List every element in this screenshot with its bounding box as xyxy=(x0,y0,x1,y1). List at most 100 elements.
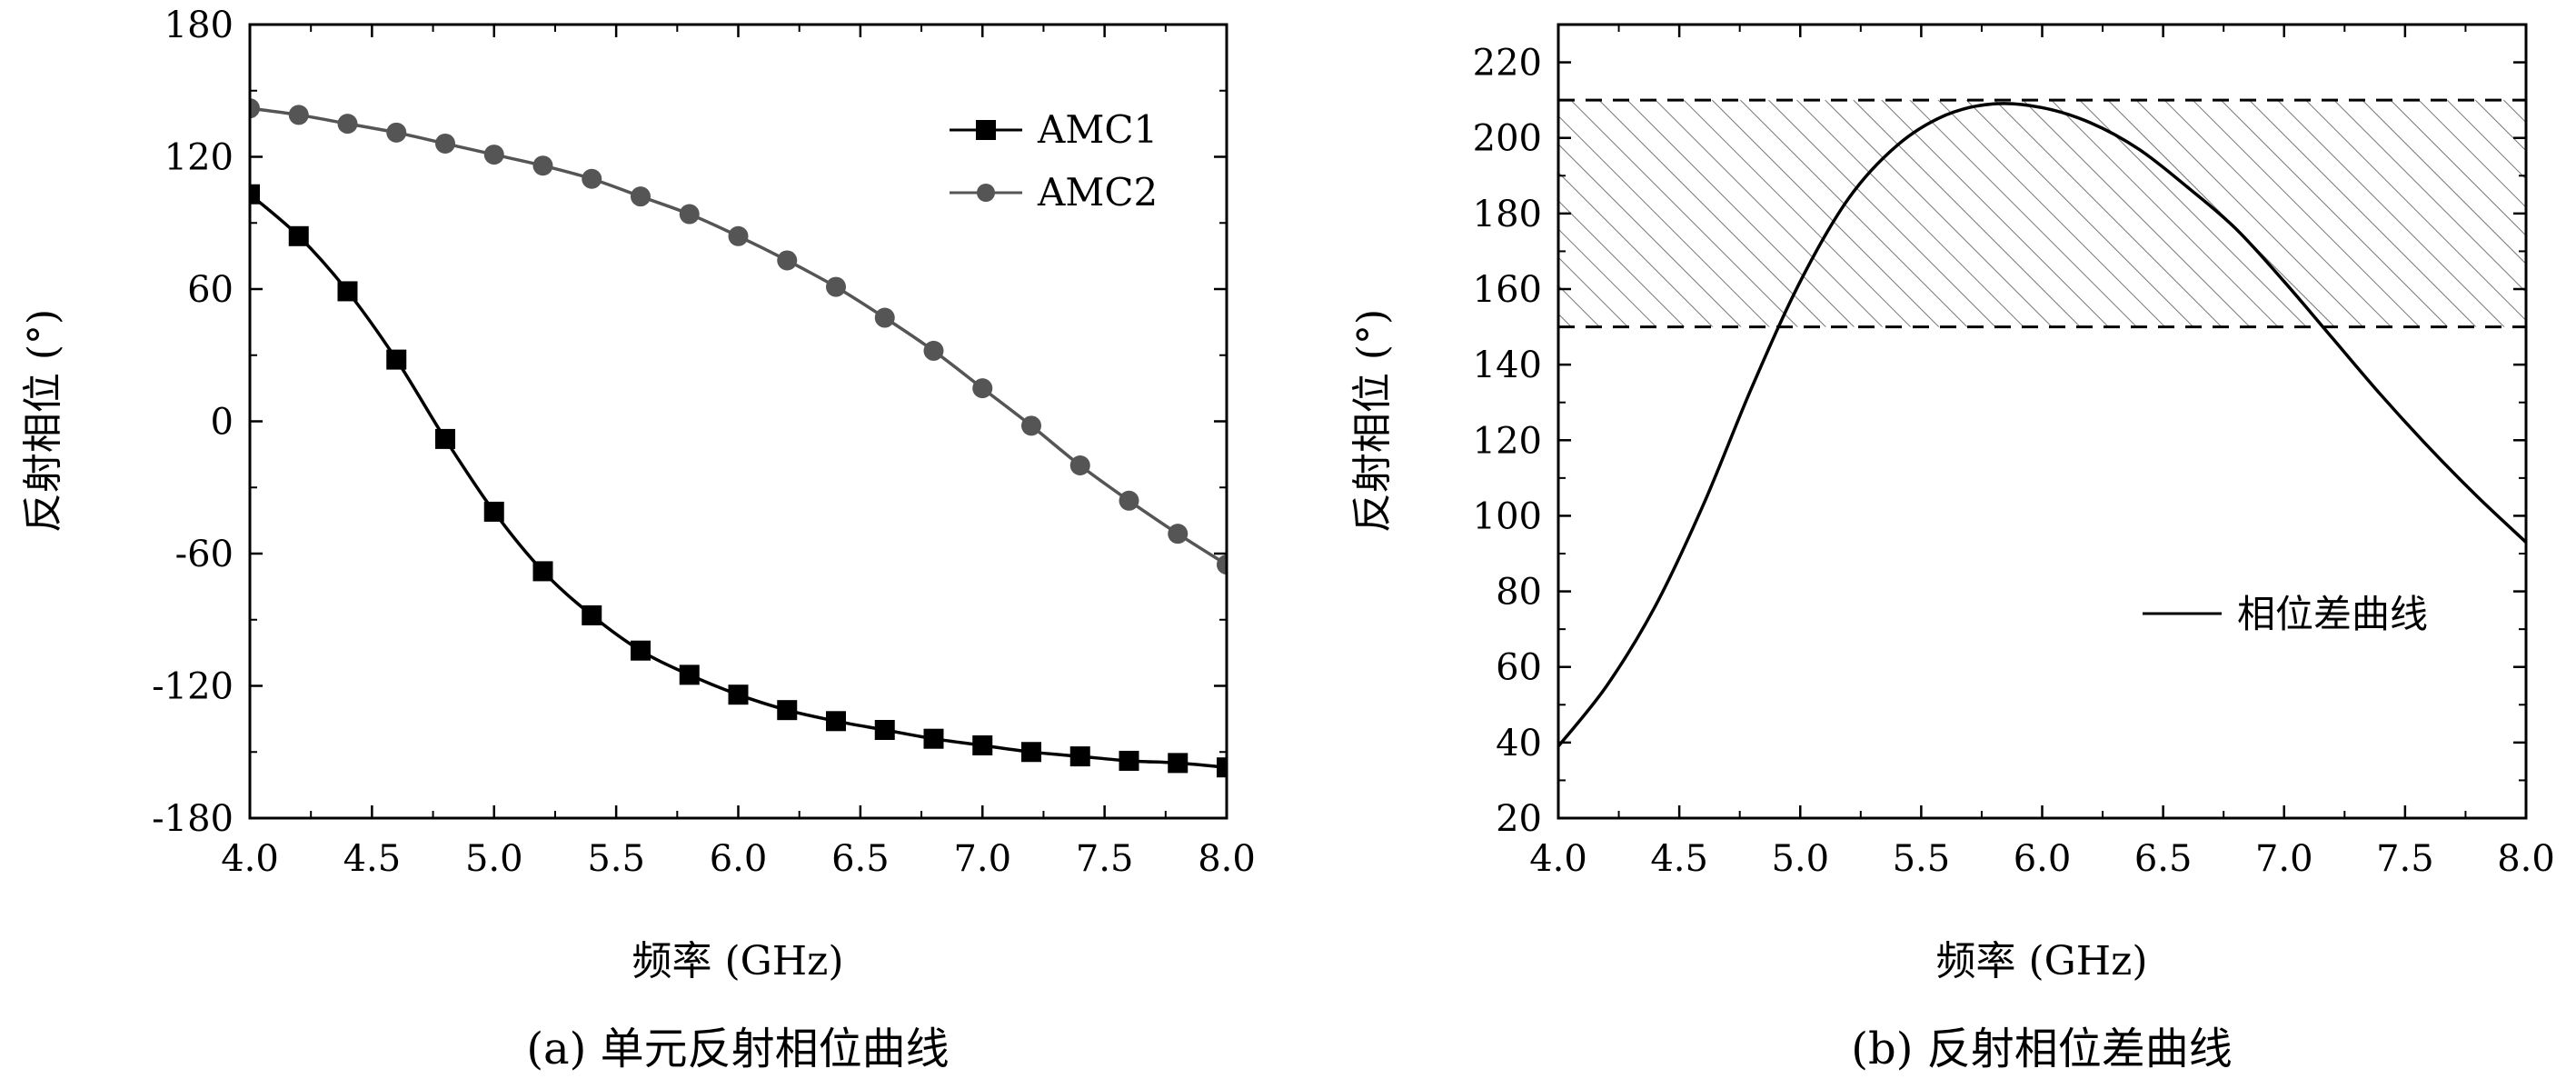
legend-label-amc1: AMC1 xyxy=(1037,107,1158,152)
data-point-amc2 xyxy=(582,168,602,189)
data-point-amc1 xyxy=(386,349,407,370)
data-point-amc1 xyxy=(972,734,993,755)
x-tick-label: 4.0 xyxy=(221,838,279,880)
data-point-amc2 xyxy=(532,155,553,176)
legend-item-amc2: AMC2 xyxy=(950,170,1158,215)
data-point-amc2 xyxy=(679,204,700,225)
x-tick-label: 5.0 xyxy=(465,838,523,880)
y-tick-label: 180 xyxy=(164,5,234,46)
x-tick-label: 7.0 xyxy=(953,838,1011,880)
y-tick-label: 200 xyxy=(1473,118,1542,160)
data-point-amc2 xyxy=(728,225,749,246)
data-point-amc2 xyxy=(1217,554,1227,575)
y-tick-label: 0 xyxy=(211,402,234,444)
data-point-amc1 xyxy=(337,281,358,302)
a-caption: (a) 单元反射相位曲线 xyxy=(526,1024,949,1074)
x-tick-label: 7.0 xyxy=(2255,838,2313,880)
data-point-amc1 xyxy=(582,604,602,625)
y-tick-label: 60 xyxy=(187,269,234,311)
data-point-amc2 xyxy=(483,145,504,165)
legend-item-amc1: AMC1 xyxy=(950,107,1158,152)
data-point-amc1 xyxy=(923,728,944,749)
x-tick-label: 8.0 xyxy=(1198,838,1256,880)
data-point-amc1 xyxy=(1168,753,1189,774)
data-point-amc1 xyxy=(250,184,260,205)
y-tick-label: 180 xyxy=(1473,194,1542,235)
y-tick-label: 20 xyxy=(1496,798,1542,840)
data-point-amc2 xyxy=(288,105,309,125)
data-point-amc2 xyxy=(1021,415,1041,436)
y-tick-label: 120 xyxy=(1473,420,1542,462)
y-tick-label: -180 xyxy=(152,798,234,840)
a-legend: AMC1 AMC2 xyxy=(950,107,1158,215)
data-point-amc1 xyxy=(679,664,700,685)
a-x-tick-labels: 4.0 4.5 5.0 5.5 6.0 6.5 7.0 7.5 8.0 xyxy=(221,838,1256,880)
chart-panel-b: 4.0 4.5 5.0 5.5 6.0 6.5 7.0 7.5 8.0 20 40 60 80 100 1… xyxy=(1349,23,2555,1074)
chart-panel-a: 4.0 4.5 5.0 5.5 6.0 6.5 7.0 7.5 8.0 -180 -120 -60 0… xyxy=(20,5,1256,1074)
b-x-axis-title: 频率 (GHz) xyxy=(1935,938,2147,984)
y-tick-label: -120 xyxy=(152,666,234,708)
b-x-tick-labels: 4.0 4.5 5.0 5.5 6.0 6.5 7.0 7.5 8.0 xyxy=(1529,838,2555,880)
data-point-amc1 xyxy=(288,225,309,246)
data-point-amc1 xyxy=(1217,757,1227,778)
data-point-amc1 xyxy=(631,640,651,661)
y-tick-label: 140 xyxy=(1473,345,1542,386)
a-y-axis-title: 反射相位 (°) xyxy=(20,309,66,533)
data-point-amc2 xyxy=(337,114,358,135)
x-tick-label: 6.5 xyxy=(2134,838,2193,880)
data-point-amc2 xyxy=(874,307,895,328)
b-y-tick-labels: 20 40 60 80 100 120 140 160 180 200 220 xyxy=(1473,43,1542,840)
data-point-amc1 xyxy=(1021,742,1041,763)
b-plot-frame xyxy=(1557,23,2528,820)
x-tick-label: 6.5 xyxy=(831,838,890,880)
x-tick-label: 5.5 xyxy=(587,838,645,880)
series-line-phase-diff xyxy=(1558,102,2526,748)
data-point-amc1 xyxy=(874,720,895,740)
b-caption: (b) 反射相位差曲线 xyxy=(1851,1024,2232,1074)
data-point-amc1 xyxy=(483,501,504,522)
a-plot-frame xyxy=(248,23,1228,820)
data-point-amc2 xyxy=(923,340,944,361)
data-point-amc2 xyxy=(250,98,260,119)
data-point-amc2 xyxy=(1168,524,1189,544)
series-line-amc1 xyxy=(250,193,1227,769)
data-point-amc1 xyxy=(1119,750,1139,771)
b-y-axis-title: 反射相位 (°) xyxy=(1349,309,1396,533)
data-point-amc1 xyxy=(728,684,749,705)
data-point-amc2 xyxy=(1119,490,1139,511)
x-tick-label: 4.5 xyxy=(343,838,402,880)
y-tick-label: 220 xyxy=(1473,43,1542,85)
x-tick-label: 8.0 xyxy=(2497,838,2555,880)
y-tick-label: 60 xyxy=(1496,647,1542,689)
data-point-amc1 xyxy=(435,428,455,449)
x-tick-label: 7.5 xyxy=(1076,838,1134,880)
x-tick-label: 4.5 xyxy=(1650,838,1708,880)
a-x-axis-title: 频率 (GHz) xyxy=(632,938,843,984)
hatched-region xyxy=(1558,100,2526,327)
data-point-amc2 xyxy=(972,378,993,399)
y-tick-label: 160 xyxy=(1473,269,1542,311)
a-series-layer xyxy=(250,98,1227,778)
legend-label-phase-diff: 相位差曲线 xyxy=(2237,592,2428,636)
x-tick-label: 6.0 xyxy=(710,838,768,880)
x-tick-label: 5.0 xyxy=(1771,838,1829,880)
legend-label-amc2: AMC2 xyxy=(1037,170,1158,215)
x-tick-label: 7.5 xyxy=(2376,838,2434,880)
data-point-amc1 xyxy=(532,561,553,582)
b-series-layer xyxy=(1558,102,2526,748)
x-tick-label: 6.0 xyxy=(2014,838,2072,880)
y-tick-label: 40 xyxy=(1496,723,1542,764)
b-hatched-band xyxy=(1558,98,2526,329)
y-tick-label: 100 xyxy=(1473,495,1542,537)
b-legend: 相位差曲线 xyxy=(2143,592,2428,636)
data-point-amc1 xyxy=(777,700,798,721)
y-tick-label: 80 xyxy=(1496,572,1542,614)
a-y-tick-labels: -180 -120 -60 0 60 120 180 xyxy=(152,5,234,840)
data-point-amc2 xyxy=(777,250,798,271)
data-point-amc2 xyxy=(826,276,846,297)
x-tick-label: 5.5 xyxy=(1893,838,1951,880)
x-tick-label: 4.0 xyxy=(1529,838,1587,880)
data-point-amc1 xyxy=(1069,746,1090,767)
y-tick-label: 120 xyxy=(164,137,234,179)
